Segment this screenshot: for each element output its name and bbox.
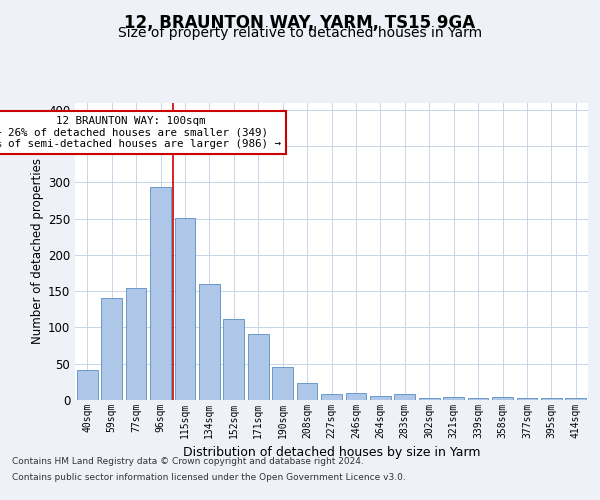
Bar xyxy=(321,394,342,400)
Text: Contains public sector information licensed under the Open Government Licence v3: Contains public sector information licen… xyxy=(12,472,406,482)
Bar xyxy=(394,394,415,400)
Bar xyxy=(150,188,171,400)
Bar xyxy=(248,334,269,400)
Bar xyxy=(175,218,196,400)
Bar xyxy=(223,318,244,400)
Bar xyxy=(272,366,293,400)
Bar xyxy=(467,398,488,400)
X-axis label: Distribution of detached houses by size in Yarm: Distribution of detached houses by size … xyxy=(183,446,480,460)
Bar xyxy=(443,397,464,400)
Text: 12 BRAUNTON WAY: 100sqm
← 26% of detached houses are smaller (349)
73% of semi-d: 12 BRAUNTON WAY: 100sqm ← 26% of detache… xyxy=(0,116,281,149)
Text: 12, BRAUNTON WAY, YARM, TS15 9GA: 12, BRAUNTON WAY, YARM, TS15 9GA xyxy=(124,14,476,32)
Bar xyxy=(517,398,538,400)
Bar xyxy=(370,396,391,400)
Text: Size of property relative to detached houses in Yarm: Size of property relative to detached ho… xyxy=(118,26,482,40)
Y-axis label: Number of detached properties: Number of detached properties xyxy=(31,158,44,344)
Bar xyxy=(565,398,586,400)
Bar xyxy=(541,398,562,400)
Bar xyxy=(199,284,220,400)
Bar xyxy=(296,384,317,400)
Bar xyxy=(419,398,440,400)
Bar xyxy=(77,370,98,400)
Bar xyxy=(492,397,513,400)
Bar xyxy=(346,392,367,400)
Bar xyxy=(101,298,122,400)
Text: Contains HM Land Registry data © Crown copyright and database right 2024.: Contains HM Land Registry data © Crown c… xyxy=(12,458,364,466)
Bar xyxy=(125,288,146,400)
